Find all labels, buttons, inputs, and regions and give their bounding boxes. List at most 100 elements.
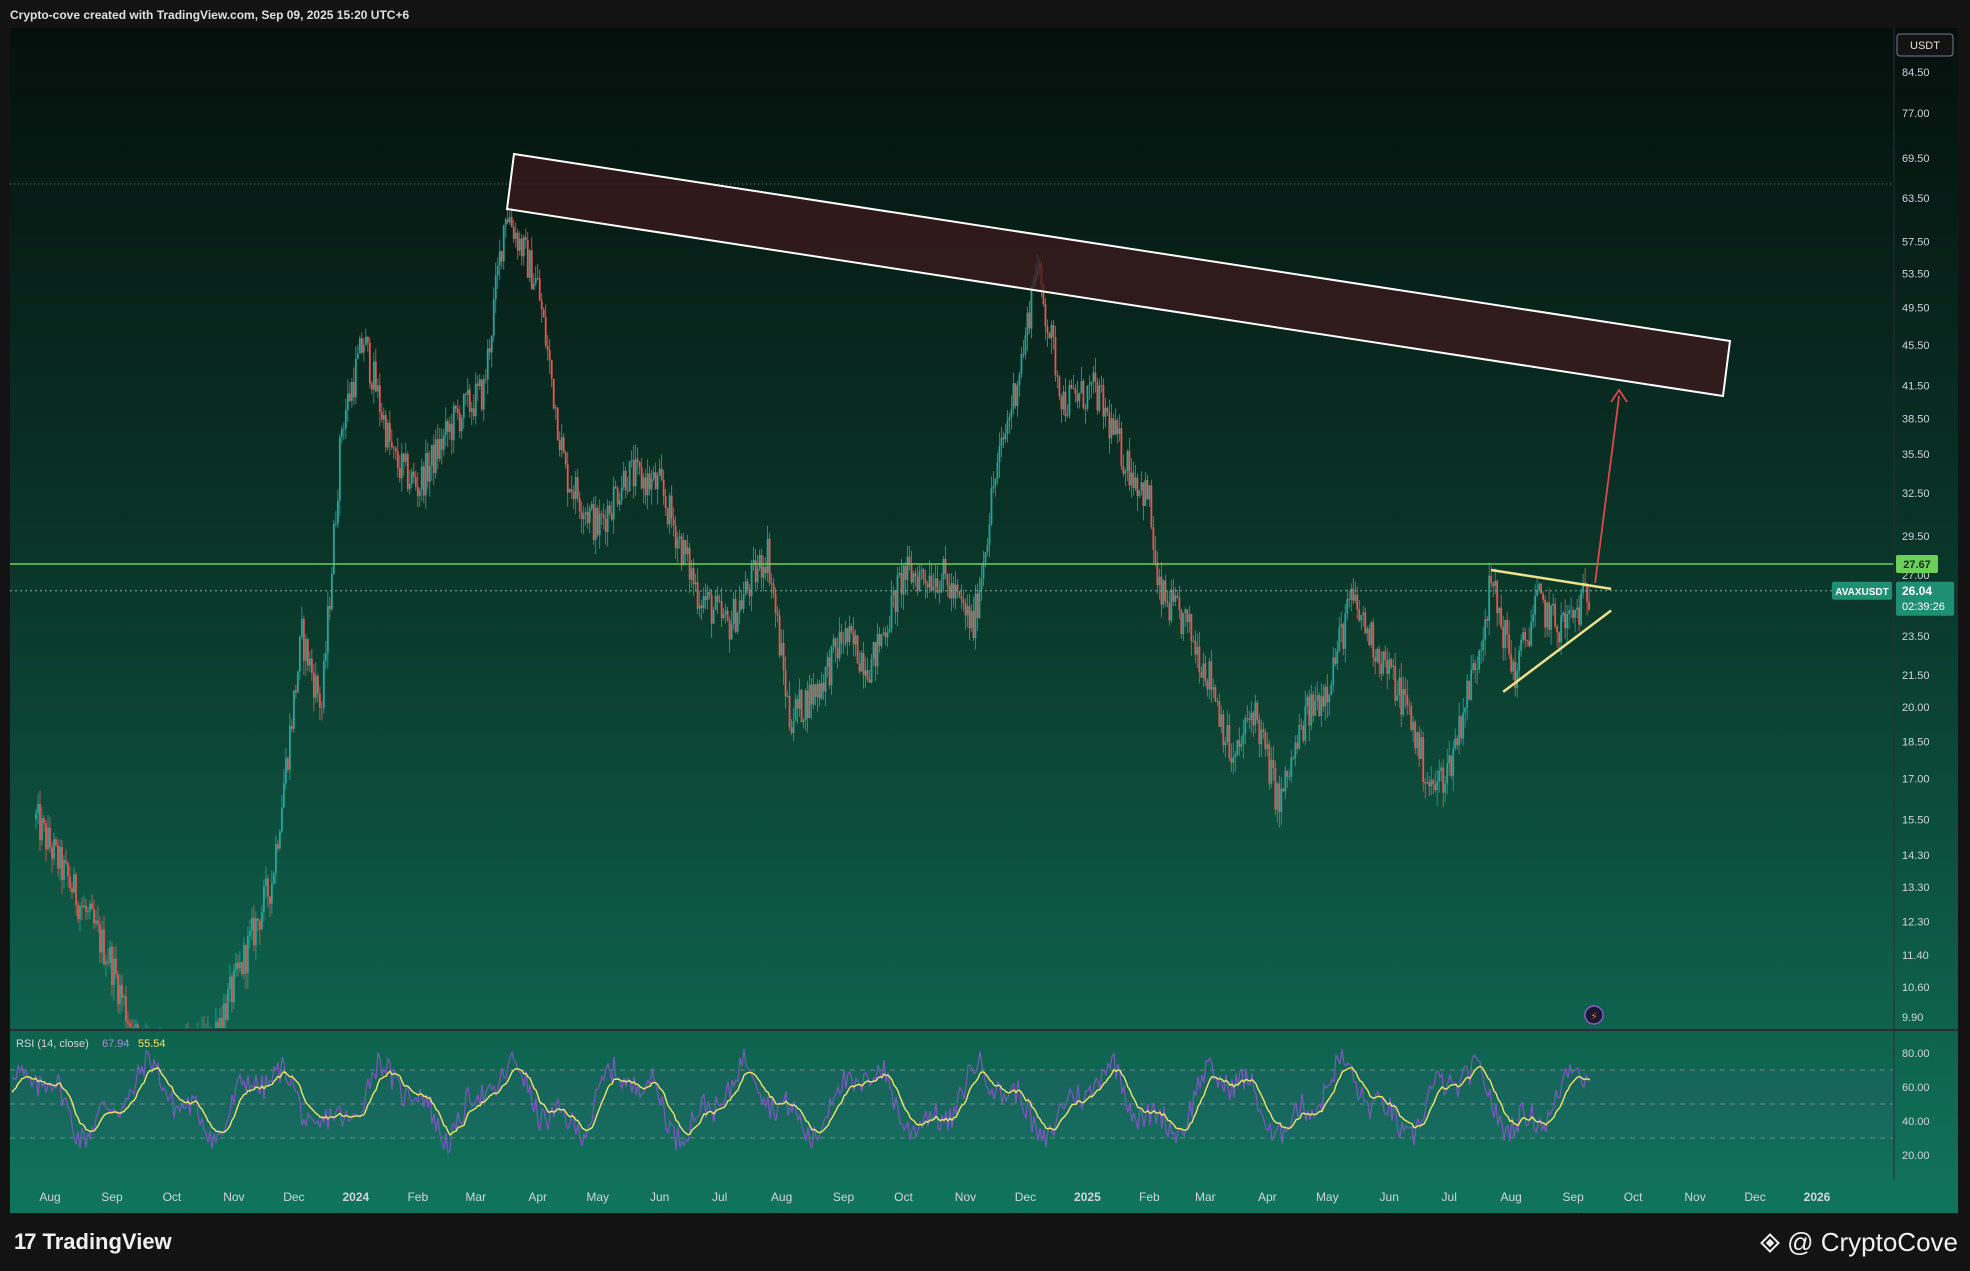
candle-body <box>842 643 845 645</box>
x-tick-label: Feb <box>407 1190 428 1204</box>
candle-body <box>1084 407 1087 409</box>
candle-body <box>1154 549 1157 563</box>
y-tick-label: 11.40 <box>1902 950 1929 962</box>
candle-body <box>934 578 937 588</box>
candle-body <box>930 575 933 591</box>
x-tick-label: Jun <box>650 1190 669 1204</box>
candle-body <box>428 465 431 482</box>
candle-body <box>314 675 317 698</box>
candle-body <box>1364 612 1367 634</box>
candle-body <box>488 348 491 353</box>
candle-body <box>1284 770 1287 792</box>
candle-body <box>456 408 459 414</box>
candle-body <box>1188 614 1191 623</box>
candle-body <box>1200 672 1203 678</box>
candle-body <box>882 632 885 635</box>
candle-body <box>564 452 567 464</box>
candle-body <box>1236 740 1239 755</box>
candle-body <box>1362 612 1365 616</box>
candle-body <box>1454 738 1457 749</box>
candle-body <box>692 568 695 585</box>
candle-body <box>236 962 239 969</box>
y-tick-label: 69.50 <box>1902 153 1930 165</box>
candle-body <box>758 555 761 569</box>
candle-body <box>552 378 555 409</box>
candle-body <box>964 603 967 616</box>
candle-body <box>562 437 565 453</box>
candle-body <box>924 579 927 584</box>
candle-body <box>59 846 61 869</box>
candle-body <box>422 466 425 496</box>
candle-body <box>1162 580 1165 605</box>
candle-body <box>67 862 69 877</box>
candle-body <box>232 970 235 1002</box>
candle-body <box>1296 742 1299 749</box>
candle-body <box>648 473 651 490</box>
candle-body <box>958 591 961 597</box>
candle-body <box>1472 663 1475 671</box>
y-tick-label: 57.50 <box>1902 237 1930 249</box>
price-chart[interactable]: ⚡ 80.00 60.00 40.00 20.00 RSI (14, close) 67.… <box>0 0 1970 1213</box>
candle-body <box>1272 759 1275 768</box>
candle-body <box>602 514 605 519</box>
candle-body <box>686 547 689 555</box>
candle-body <box>87 911 89 912</box>
candle-body <box>1094 372 1097 383</box>
candle-body <box>1134 477 1137 489</box>
candle-body <box>330 573 333 610</box>
candle-body <box>1246 718 1249 719</box>
candle-body <box>1430 780 1433 787</box>
candle-body <box>1370 622 1373 646</box>
candle-body <box>1324 686 1327 707</box>
candle-body <box>133 1027 135 1029</box>
candle-body <box>1498 607 1501 613</box>
candle-body <box>784 670 787 697</box>
candle-body <box>500 250 503 262</box>
candle-body <box>360 338 363 353</box>
candle-body <box>368 342 371 384</box>
candle-body <box>748 589 751 597</box>
candle-body <box>1232 757 1235 763</box>
candle-body <box>1146 480 1149 500</box>
candle-body <box>396 451 399 469</box>
candle-body <box>1248 718 1251 721</box>
candle-body <box>976 593 979 618</box>
candle-body <box>1328 694 1331 703</box>
candle-body <box>906 556 909 580</box>
candle-body <box>1240 744 1243 747</box>
candle-body <box>920 569 923 572</box>
candle-body <box>117 974 119 1005</box>
candle-body <box>398 468 401 479</box>
candle-body <box>1410 706 1413 731</box>
candle-body <box>440 438 443 450</box>
candle-body <box>914 573 917 577</box>
candle-body <box>812 684 815 705</box>
candle-body <box>674 525 677 549</box>
candle-body <box>1192 640 1195 642</box>
candle-body <box>217 1021 219 1028</box>
candle-body <box>1488 575 1491 621</box>
candle-body <box>272 873 275 884</box>
tradingview-logo[interactable]: 17 TradingView <box>14 1229 172 1255</box>
candle-body <box>1070 384 1073 389</box>
candle-body <box>1356 594 1359 610</box>
y-tick-label: 38.50 <box>1902 413 1930 425</box>
candle-body <box>1372 622 1375 658</box>
candle-body <box>720 601 723 618</box>
candle-body <box>221 1017 223 1028</box>
x-tick-label: Nov <box>223 1190 244 1204</box>
candle-body <box>1358 609 1361 621</box>
candle-body <box>1386 660 1389 674</box>
candle-body <box>1008 416 1011 421</box>
candle-body <box>636 458 639 463</box>
rsi-ma-line <box>11 1065 1591 1136</box>
candle-body <box>1474 663 1477 671</box>
candle-body <box>1054 336 1057 376</box>
candle-body <box>394 448 397 452</box>
candle-body <box>1568 610 1571 615</box>
candle-body <box>308 658 311 666</box>
y-tick-label: 29.50 <box>1902 531 1930 543</box>
candle-body <box>462 393 465 418</box>
candle-body <box>1102 385 1105 417</box>
candle-body <box>708 591 711 595</box>
